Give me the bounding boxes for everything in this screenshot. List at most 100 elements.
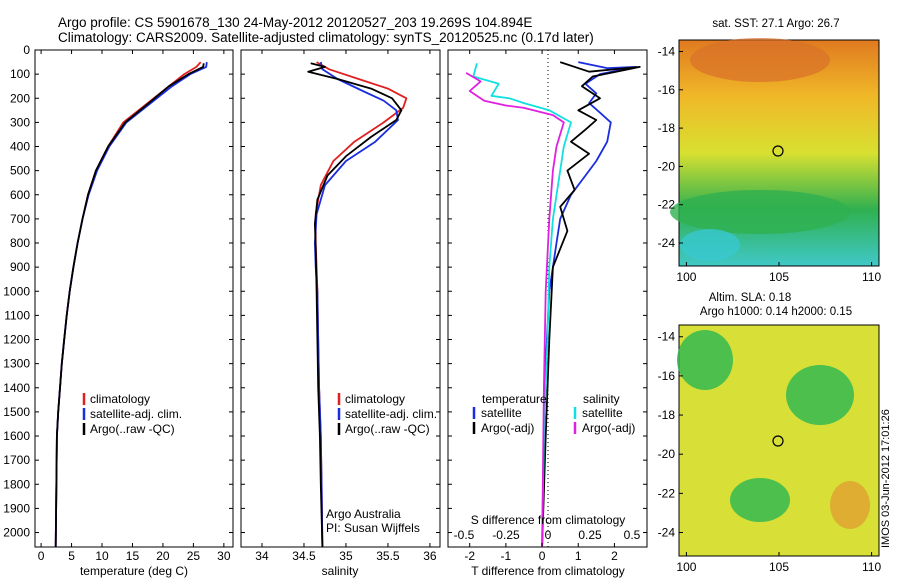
series-line-2-3 (465, 72, 565, 547)
credit-line1: Argo Australia (326, 507, 401, 521)
x-tick-label-salinity: 0 (545, 528, 552, 542)
sst-map-axes: -14 -16 -18 -20 -22 -24 100 105 110 (658, 44, 882, 284)
salinity-series-group (307, 61, 408, 547)
map-lat-label: -22 (658, 486, 676, 500)
x-tick-label: 34.5 (292, 549, 316, 563)
x-tick-label: -1 (501, 549, 512, 563)
depth-tick-label: 300 (10, 115, 30, 129)
map-lat-label: -14 (658, 44, 676, 58)
x-tick-label-salinity: 0.5 (624, 528, 641, 542)
sla-map (677, 324, 880, 557)
temperature-legend: climatology satellite-adj. clim. Argo(..… (82, 392, 182, 436)
sst-warm-patch (690, 38, 830, 82)
map-lat-label: -16 (658, 369, 676, 383)
x-tick-label-salinity: 0.25 (578, 528, 602, 542)
sla-green-2 (786, 365, 854, 425)
map-lat-label: -18 (658, 121, 676, 135)
map-lat-label: -24 (658, 526, 676, 540)
map-lon-label: 105 (769, 560, 789, 574)
x-tick-label: 30 (217, 549, 231, 563)
credit-line2: PI: Susan Wijffels (326, 521, 420, 535)
depth-axis: 0 100 200 300 400 500 600 700 800 900 1000 1100 1200… (3, 43, 647, 540)
depth-tick-label: 1100 (4, 308, 30, 322)
depth-tick-label: 1900 (3, 501, 30, 515)
map-lat-label: -16 (658, 83, 676, 97)
sst-green-band (670, 190, 850, 234)
depth-tick-label: 800 (10, 236, 30, 250)
depth-tick-label: 1600 (3, 429, 30, 443)
x-tick-label: 20 (156, 549, 170, 563)
sla-map-title-line2: Argo h1000: 0.14 h2000: 0.15 (700, 306, 852, 318)
map-lon-label: 105 (769, 270, 789, 284)
depth-tick-label: 1400 (3, 381, 30, 395)
legend-title-salinity: salinity (583, 392, 620, 406)
x-tick-label: 1 (575, 549, 582, 563)
map-lat-label: -18 (658, 408, 676, 422)
salinity-xlabel: salinity (322, 564, 359, 578)
depth-tick-label: 1200 (3, 333, 30, 347)
x-tick-label-salinity: -0.5 (454, 528, 475, 542)
x-tick-label: 15 (126, 549, 140, 563)
series-line-0-2 (54, 63, 205, 547)
depth-tick-label: 700 (10, 212, 30, 226)
x-tick-label: 34 (255, 549, 269, 563)
chart-title-line1: Argo profile: CS 5901678_130 24-May-2012… (58, 15, 533, 30)
salinity-plot-area (240, 49, 441, 548)
sst-map (670, 38, 880, 267)
map-lat-label: -20 (658, 447, 676, 461)
x-tick-label: 2 (611, 549, 618, 563)
difference-legend: temperature salinity satellite Argo(-adj… (472, 392, 635, 435)
timestamp-stamp: IMOS 03-Jun-2012 17:01:26 (880, 409, 892, 548)
sla-green-3 (730, 478, 790, 522)
sst-map-title: sat. SST: 27.1 Argo: 26.7 (712, 18, 839, 30)
chart-title-line2: Climatology: CARS2009. Satellite-adjuste… (58, 30, 594, 45)
depth-tick-label: 2000 (3, 526, 30, 540)
map-lon-label: 100 (676, 270, 696, 284)
depth-tick-label: 1700 (3, 453, 30, 467)
map-lon-label: 100 (676, 560, 696, 574)
x-axes: 0 5 10 15 20 25 30 34 34.5 35 35.5 36 -2 -1 0 1 2 -0.5 -0.… (38, 50, 641, 563)
series-line-1-2 (307, 62, 403, 547)
map-lat-label: -20 (658, 159, 676, 173)
depth-tick-label: 100 (10, 67, 30, 81)
legend-label-climatology: climatology (90, 392, 150, 406)
x-tick-label: -2 (464, 549, 475, 563)
depth-tick-label: 900 (10, 260, 30, 274)
difference-top-label: S difference from climatology (471, 513, 626, 527)
sst-cyan-patch (680, 229, 740, 261)
sla-orange-1 (830, 481, 870, 529)
depth-tick-label: 0 (23, 43, 30, 57)
sla-green-1 (677, 330, 733, 390)
legend-label-s-argo: Argo(-adj) (582, 421, 635, 435)
map-lat-label: -22 (658, 198, 676, 212)
argo-position-marker (772, 435, 784, 447)
depth-tick-label: 1300 (3, 357, 30, 371)
legend-label-t-argo: Argo(-adj) (481, 421, 534, 435)
legend-label-s-satellite: satellite (582, 406, 623, 420)
legend-label-argo: Argo(..raw -QC) (345, 422, 430, 436)
sla-map-axes: -14 -16 -18 -20 -22 -24 100 105 110 (658, 330, 882, 574)
temperature-xlabel: temperature (deg C) (80, 564, 188, 578)
x-tick-label: 35 (339, 549, 353, 563)
legend-label-satellite: satellite-adj. clim. (90, 407, 182, 421)
depth-tick-label: 600 (10, 188, 30, 202)
depth-tick-label: 500 (10, 164, 30, 178)
argo-position-marker (772, 145, 784, 157)
map-lat-label: -14 (658, 330, 676, 344)
depth-tick-label: 200 (10, 91, 30, 105)
sla-map-title-line1: Altim. SLA: 0.18 (709, 292, 791, 304)
map-lon-label: 110 (862, 560, 881, 574)
depth-tick-label: 1800 (3, 477, 30, 491)
depth-tick-label: 1000 (3, 284, 30, 298)
temperature-plot-area (34, 49, 234, 548)
map-lon-label: 110 (862, 270, 881, 284)
legend-title-temperature: temperature (482, 392, 547, 406)
difference-series-group (465, 61, 641, 547)
depth-tick-label: 1500 (3, 405, 30, 419)
difference-xlabel: T difference from climatology (471, 564, 625, 578)
x-tick-label: 35.5 (376, 549, 400, 563)
x-tick-label: 36 (423, 549, 437, 563)
series-line-2-2 (472, 63, 572, 547)
x-tick-label: 0 (38, 549, 45, 563)
x-tick-label: 10 (95, 549, 109, 563)
